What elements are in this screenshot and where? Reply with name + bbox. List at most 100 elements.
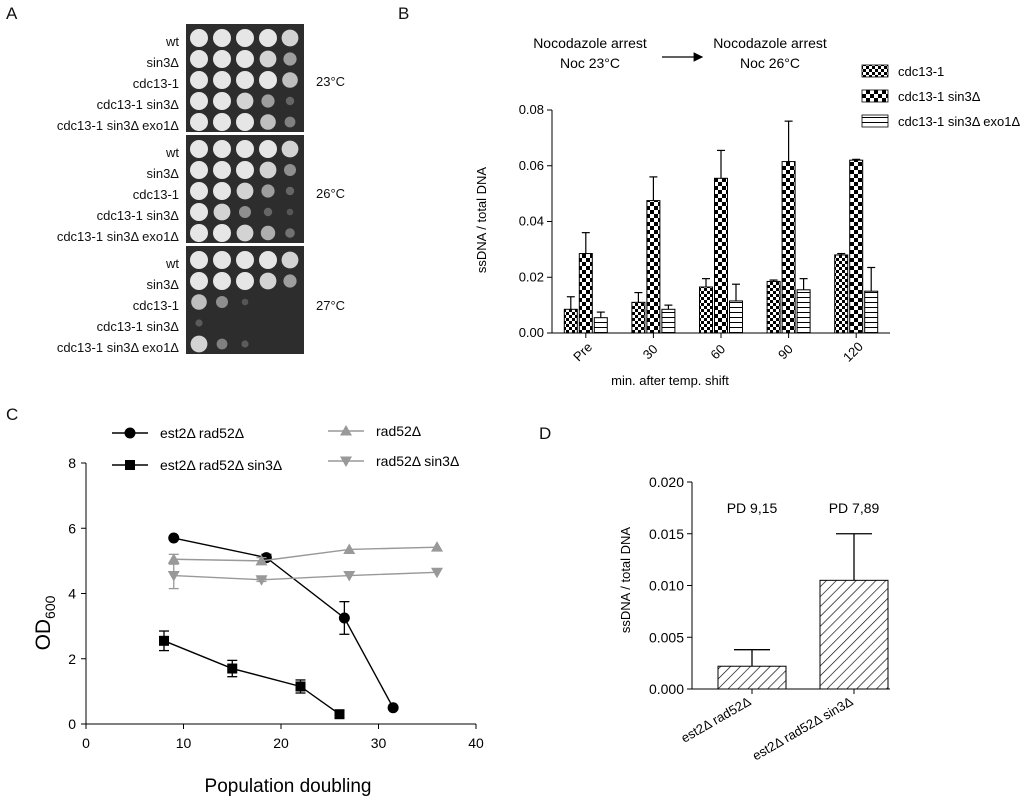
legend-swatch — [861, 64, 889, 78]
data-point-triangle-up — [431, 541, 443, 552]
strain-label: sin3Δ — [146, 55, 179, 70]
yeast-spot — [236, 182, 254, 200]
panel-letter-b: B — [398, 4, 410, 23]
strain-label: wt — [166, 34, 179, 49]
data-point-triangle-up — [167, 553, 180, 564]
chart-d: 0.000 0.005 0.010 0.015 0.020 est2Δ rad52Δ PD … — [618, 474, 890, 763]
series-line — [173, 537, 394, 709]
yeast-spot — [213, 272, 231, 290]
yeast-spot — [213, 182, 231, 200]
annotation-left-line2: Noc 23°C — [560, 55, 620, 71]
chart-c: est2Δ rad52Δ est2Δ rad52Δ sin3Δ rad52Δ rad5… — [32, 423, 484, 797]
x-tick-label: 0 — [82, 735, 90, 751]
bar — [578, 253, 593, 334]
y-tick-label: 0.020 — [649, 474, 684, 490]
data-point-square — [159, 635, 169, 646]
bar — [864, 290, 879, 334]
strain-label: cdc13-1 sin3Δ exo1Δ — [56, 340, 179, 355]
yeast-spot — [213, 71, 231, 89]
yeast-spot — [286, 208, 294, 216]
y-tick-label: 0.08 — [519, 102, 544, 117]
y-tick-label: 6 — [68, 520, 76, 536]
bar — [699, 286, 713, 334]
plot-area: 0.00 0.02 0.04 0.06 0.08 Pre 30 60 90 120 — [519, 102, 890, 365]
yeast-spot — [259, 161, 277, 179]
x-tick-label: 120 — [840, 339, 866, 365]
legend-label: rad52Δ — [376, 423, 421, 439]
bar — [646, 200, 661, 334]
legend-swatch — [861, 89, 889, 103]
data-point-triangle-down — [343, 571, 356, 582]
x-tick-label: 30 — [371, 735, 387, 751]
yeast-spot — [190, 335, 208, 353]
yeast-spot — [236, 251, 254, 269]
spot-plates — [186, 24, 304, 354]
yeast-spot — [285, 96, 295, 106]
yeast-spot — [190, 272, 208, 290]
x-axis-label: Population doubling — [205, 776, 372, 797]
strain-label: cdc13-1 sin3Δ — [96, 319, 179, 334]
x-tick-label: 20 — [273, 735, 289, 751]
data-point-triangle-down — [167, 571, 180, 582]
yeast-spot — [259, 71, 277, 89]
yeast-spot — [190, 203, 208, 221]
yeast-spot — [259, 29, 277, 47]
bar — [819, 579, 889, 690]
y-axis-label-main: OD — [32, 619, 55, 651]
yeast-spot — [190, 140, 208, 158]
yeast-spot — [259, 251, 277, 269]
yeast-spot — [190, 224, 208, 242]
yeast-spot — [282, 72, 298, 88]
plot-area: 0.000 0.005 0.010 0.015 0.020 est2Δ rad52Δ PD … — [649, 474, 890, 763]
yeast-spot — [213, 251, 231, 269]
y-tick-label: 0.02 — [519, 269, 544, 284]
y-tick-label: 0.015 — [649, 526, 684, 542]
yeast-spot — [261, 94, 275, 108]
x-tick-label: Pre — [570, 339, 595, 364]
strain-label: cdc13-1 — [132, 298, 179, 313]
yeast-spot — [236, 272, 254, 290]
yeast-spot — [259, 272, 277, 290]
legend-swatch — [861, 114, 889, 128]
bar — [849, 159, 864, 334]
y-axis-label-subscript: 600 — [42, 595, 58, 619]
x-tick-label: est2Δ rad52Δ sin3Δ — [750, 693, 856, 763]
yeast-spot — [281, 29, 299, 47]
x-tick-label: 30 — [640, 341, 661, 362]
data-point-square — [227, 663, 238, 674]
yeast-spot — [190, 71, 208, 89]
data-point-circle — [168, 532, 180, 544]
strain-label: cdc13-1 sin3Δ exo1Δ — [56, 118, 179, 133]
strain-label: wt — [166, 145, 179, 160]
yeast-spot — [259, 140, 277, 158]
annotation-right-line1: Nocodazole arrest — [713, 35, 827, 51]
yeast-spot — [236, 113, 254, 131]
strain-label: cdc13-1 — [132, 76, 179, 91]
yeast-spot — [190, 29, 208, 47]
data-point-square — [125, 460, 135, 470]
y-tick-label: 0 — [68, 716, 76, 732]
yeast-spot — [241, 340, 249, 348]
yeast-spot — [213, 224, 231, 242]
data-point-triangle-down — [255, 575, 268, 586]
y-tick-label: 0.06 — [519, 158, 544, 173]
yeast-spot — [236, 161, 254, 179]
x-tick-label: 90 — [775, 341, 796, 362]
legend-label: rad52Δ sin3Δ — [376, 453, 459, 469]
bar — [631, 301, 646, 334]
bar — [729, 300, 743, 334]
bar — [714, 177, 728, 334]
yeast-spot — [239, 206, 251, 218]
yeast-spot — [213, 140, 231, 158]
data-point-triangle-up — [343, 543, 356, 554]
y-tick-label: 2 — [68, 651, 76, 667]
strain-label: cdc13-1 sin3Δ exo1Δ — [56, 229, 179, 244]
x-tick-label: 60 — [707, 341, 728, 362]
yeast-spot — [213, 113, 231, 131]
yeast-spot — [236, 92, 254, 110]
yeast-spot — [259, 50, 277, 68]
y-tick-label: 8 — [68, 455, 76, 471]
yeast-spot — [216, 338, 228, 350]
y-axis-label: ssDNA / total DNA — [474, 167, 489, 274]
yeast-spot — [260, 114, 276, 130]
